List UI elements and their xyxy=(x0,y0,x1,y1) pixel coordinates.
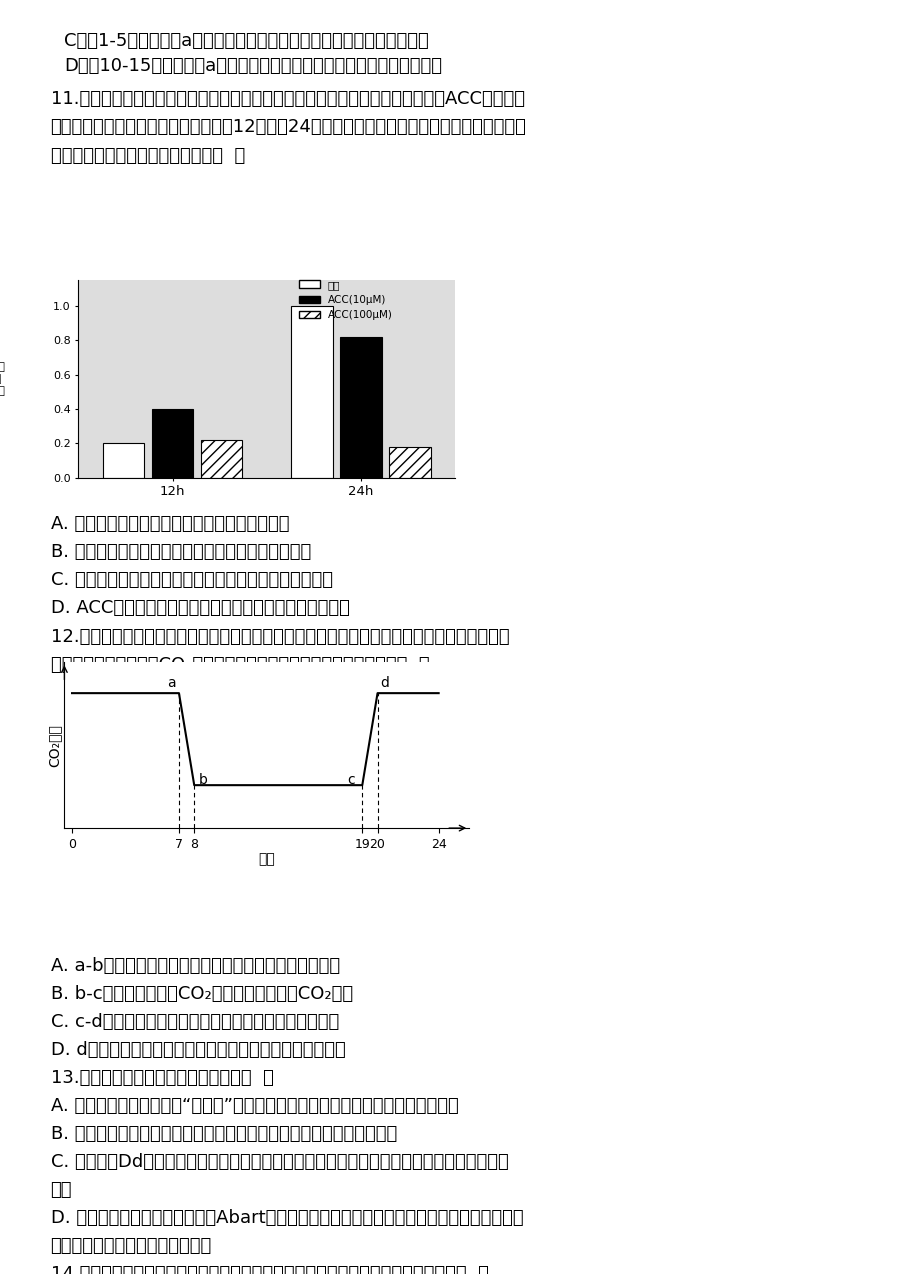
Text: b: b xyxy=(199,773,208,787)
Text: D. 被巨大河流分隔成两个种群的Abart松鼠，两种群的基因频率的改变互不影响，而种群内的: D. 被巨大河流分隔成两个种群的Abart松鼠，两种群的基因频率的改变互不影响，… xyxy=(51,1209,523,1227)
Text: B. b-c段密闭钟罩中的CO₂浓度低于大气中的CO₂浓度: B. b-c段密闭钟罩中的CO₂浓度低于大气中的CO₂浓度 xyxy=(51,985,352,1003)
Text: D. ACC浓度越大，乙烯促进黄花豌豆幼苗切段生长越明显: D. ACC浓度越大，乙烯促进黄花豌豆幼苗切段生长越明显 xyxy=(51,599,349,617)
Bar xyxy=(152,409,193,478)
Text: C. 基因型为Dd的高茎豌豆逐代自交的过程中，纯种高茎的基因型频率在增加，表明豌豆正在: C. 基因型为Dd的高茎豌豆逐代自交的过程中，纯种高茎的基因型频率在增加，表明豌… xyxy=(51,1153,508,1171)
Bar xyxy=(389,447,430,478)
Text: C. c-d段密闭罩内氧气含量充足，呼吸作用速率不断提高: C. c-d段密闭罩内氧气含量充足，呼吸作用速率不断提高 xyxy=(51,1013,338,1031)
Bar xyxy=(291,306,333,478)
Text: C. 培养时间越长，乙烯促进黄花豌豆幼苗切段生长越明显: C. 培养时间越长，乙烯促进黄花豌豆幼苗切段生长越明显 xyxy=(51,571,333,589)
Text: A. 乙烯通过促进生长素合成而影响幼苗切段生长: A. 乙烯通过促进生长素合成而影响幼苗切段生长 xyxy=(51,515,289,533)
Text: 11.为研究不同植物激素间关系，有人将黄花豌豆幼苗切段分别放在含有不同浓度ACC（乙烯前: 11.为研究不同植物激素间关系，有人将黄花豌豆幼苗切段分别放在含有不同浓度ACC… xyxy=(51,90,524,108)
Text: d: d xyxy=(380,676,389,691)
X-axis label: 时间: 时间 xyxy=(258,852,275,866)
Text: B. 乙烯能促进生长素在黄花豌豆幼苗切段内极性运输: B. 乙烯能促进生长素在黄花豌豆幼苗切段内极性运输 xyxy=(51,543,311,561)
Bar xyxy=(340,336,381,478)
Text: 14.某人饥饿时遇到寒冷刺激，会表现出面色苍白，全身颜抖。则有关叙述错误的是（  ）: 14.某人饥饿时遇到寒冷刺激，会表现出面色苍白，全身颜抖。则有关叙述错误的是（ … xyxy=(51,1265,488,1274)
Text: A. a-b段随着光照强度逐渐增加，光合作用速率不断提高: A. a-b段随着光照强度逐渐增加，光合作用速率不断提高 xyxy=(51,957,339,975)
Text: a: a xyxy=(167,676,176,691)
Legend: 对照, ACC(10μM), ACC(100μM): 对照, ACC(10μM), ACC(100μM) xyxy=(294,275,397,325)
Y-axis label: CO₂浓度: CO₂浓度 xyxy=(48,724,62,767)
Text: D. d点后呼吸作用速率缓慢是因为温度较低而影响酶的活性: D. d点后呼吸作用速率缓慢是因为温度较低而影响酶的活性 xyxy=(51,1041,345,1059)
Text: B. 在自然选择过程中，黑色与灰色桦尺蛾发生了进化，表现为共同进化: B. 在自然选择过程中，黑色与灰色桦尺蛾发生了进化，表现为共同进化 xyxy=(51,1125,396,1143)
Text: 基因频率改变在世代间具有连续性: 基因频率改变在世代间具有连续性 xyxy=(51,1237,211,1255)
Text: c: c xyxy=(346,773,354,787)
Text: D、第10-15年内，物种a逐渐消失的原因可能与其不能适应弱光环境相关: D、第10-15年内，物种a逐渐消失的原因可能与其不能适应弱光环境相关 xyxy=(64,57,442,75)
Bar xyxy=(103,443,144,478)
Text: 12.将生长旺盛的某农作物植株培养在密闭、透时的玻璃钟罩内，在温度适宜恒定的条件下，测: 12.将生长旺盛的某农作物植株培养在密闭、透时的玻璃钟罩内，在温度适宜恒定的条件… xyxy=(51,628,509,646)
Text: 得晴朗的一昼夜钟罩内CO₂浓度变化曲线如图所示，以下分析正确的是（  ）: 得晴朗的一昼夜钟罩内CO₂浓度变化曲线如图所示，以下分析正确的是（ ） xyxy=(51,656,429,674)
Text: 进化: 进化 xyxy=(51,1181,72,1199)
Bar xyxy=(200,440,242,478)
Text: A. 母虎和雄狮交配产下了“狮虎兽”，说明了并不是所有物种间都存在生殖隔离现象: A. 母虎和雄狮交配产下了“狮虎兽”，说明了并不是所有物种间都存在生殖隔离现象 xyxy=(51,1097,458,1115)
Text: C、第1-5年内，物种a密度上升的主要原因是该种群年龄组成属于增长型: C、第1-5年内，物种a密度上升的主要原因是该种群年龄组成属于增长型 xyxy=(64,32,428,50)
Text: 结果如图所示。据图推测合理的是（  ）: 结果如图所示。据图推测合理的是（ ） xyxy=(51,147,244,164)
Text: 体，分解后产生乙烯）的培养液中培养12小时和24小时后，测定幼苗切段中生长素的含量，实验: 体，分解后产生乙烯）的培养液中培养12小时和24小时后，测定幼苗切段中生长素的含… xyxy=(51,118,526,136)
Text: 13.下列有关生物进化的叙述正确的是（  ）: 13.下列有关生物进化的叙述正确的是（ ） xyxy=(51,1069,273,1087)
Text: 生长素
含量
相对值: 生长素 含量 相对值 xyxy=(0,362,6,396)
